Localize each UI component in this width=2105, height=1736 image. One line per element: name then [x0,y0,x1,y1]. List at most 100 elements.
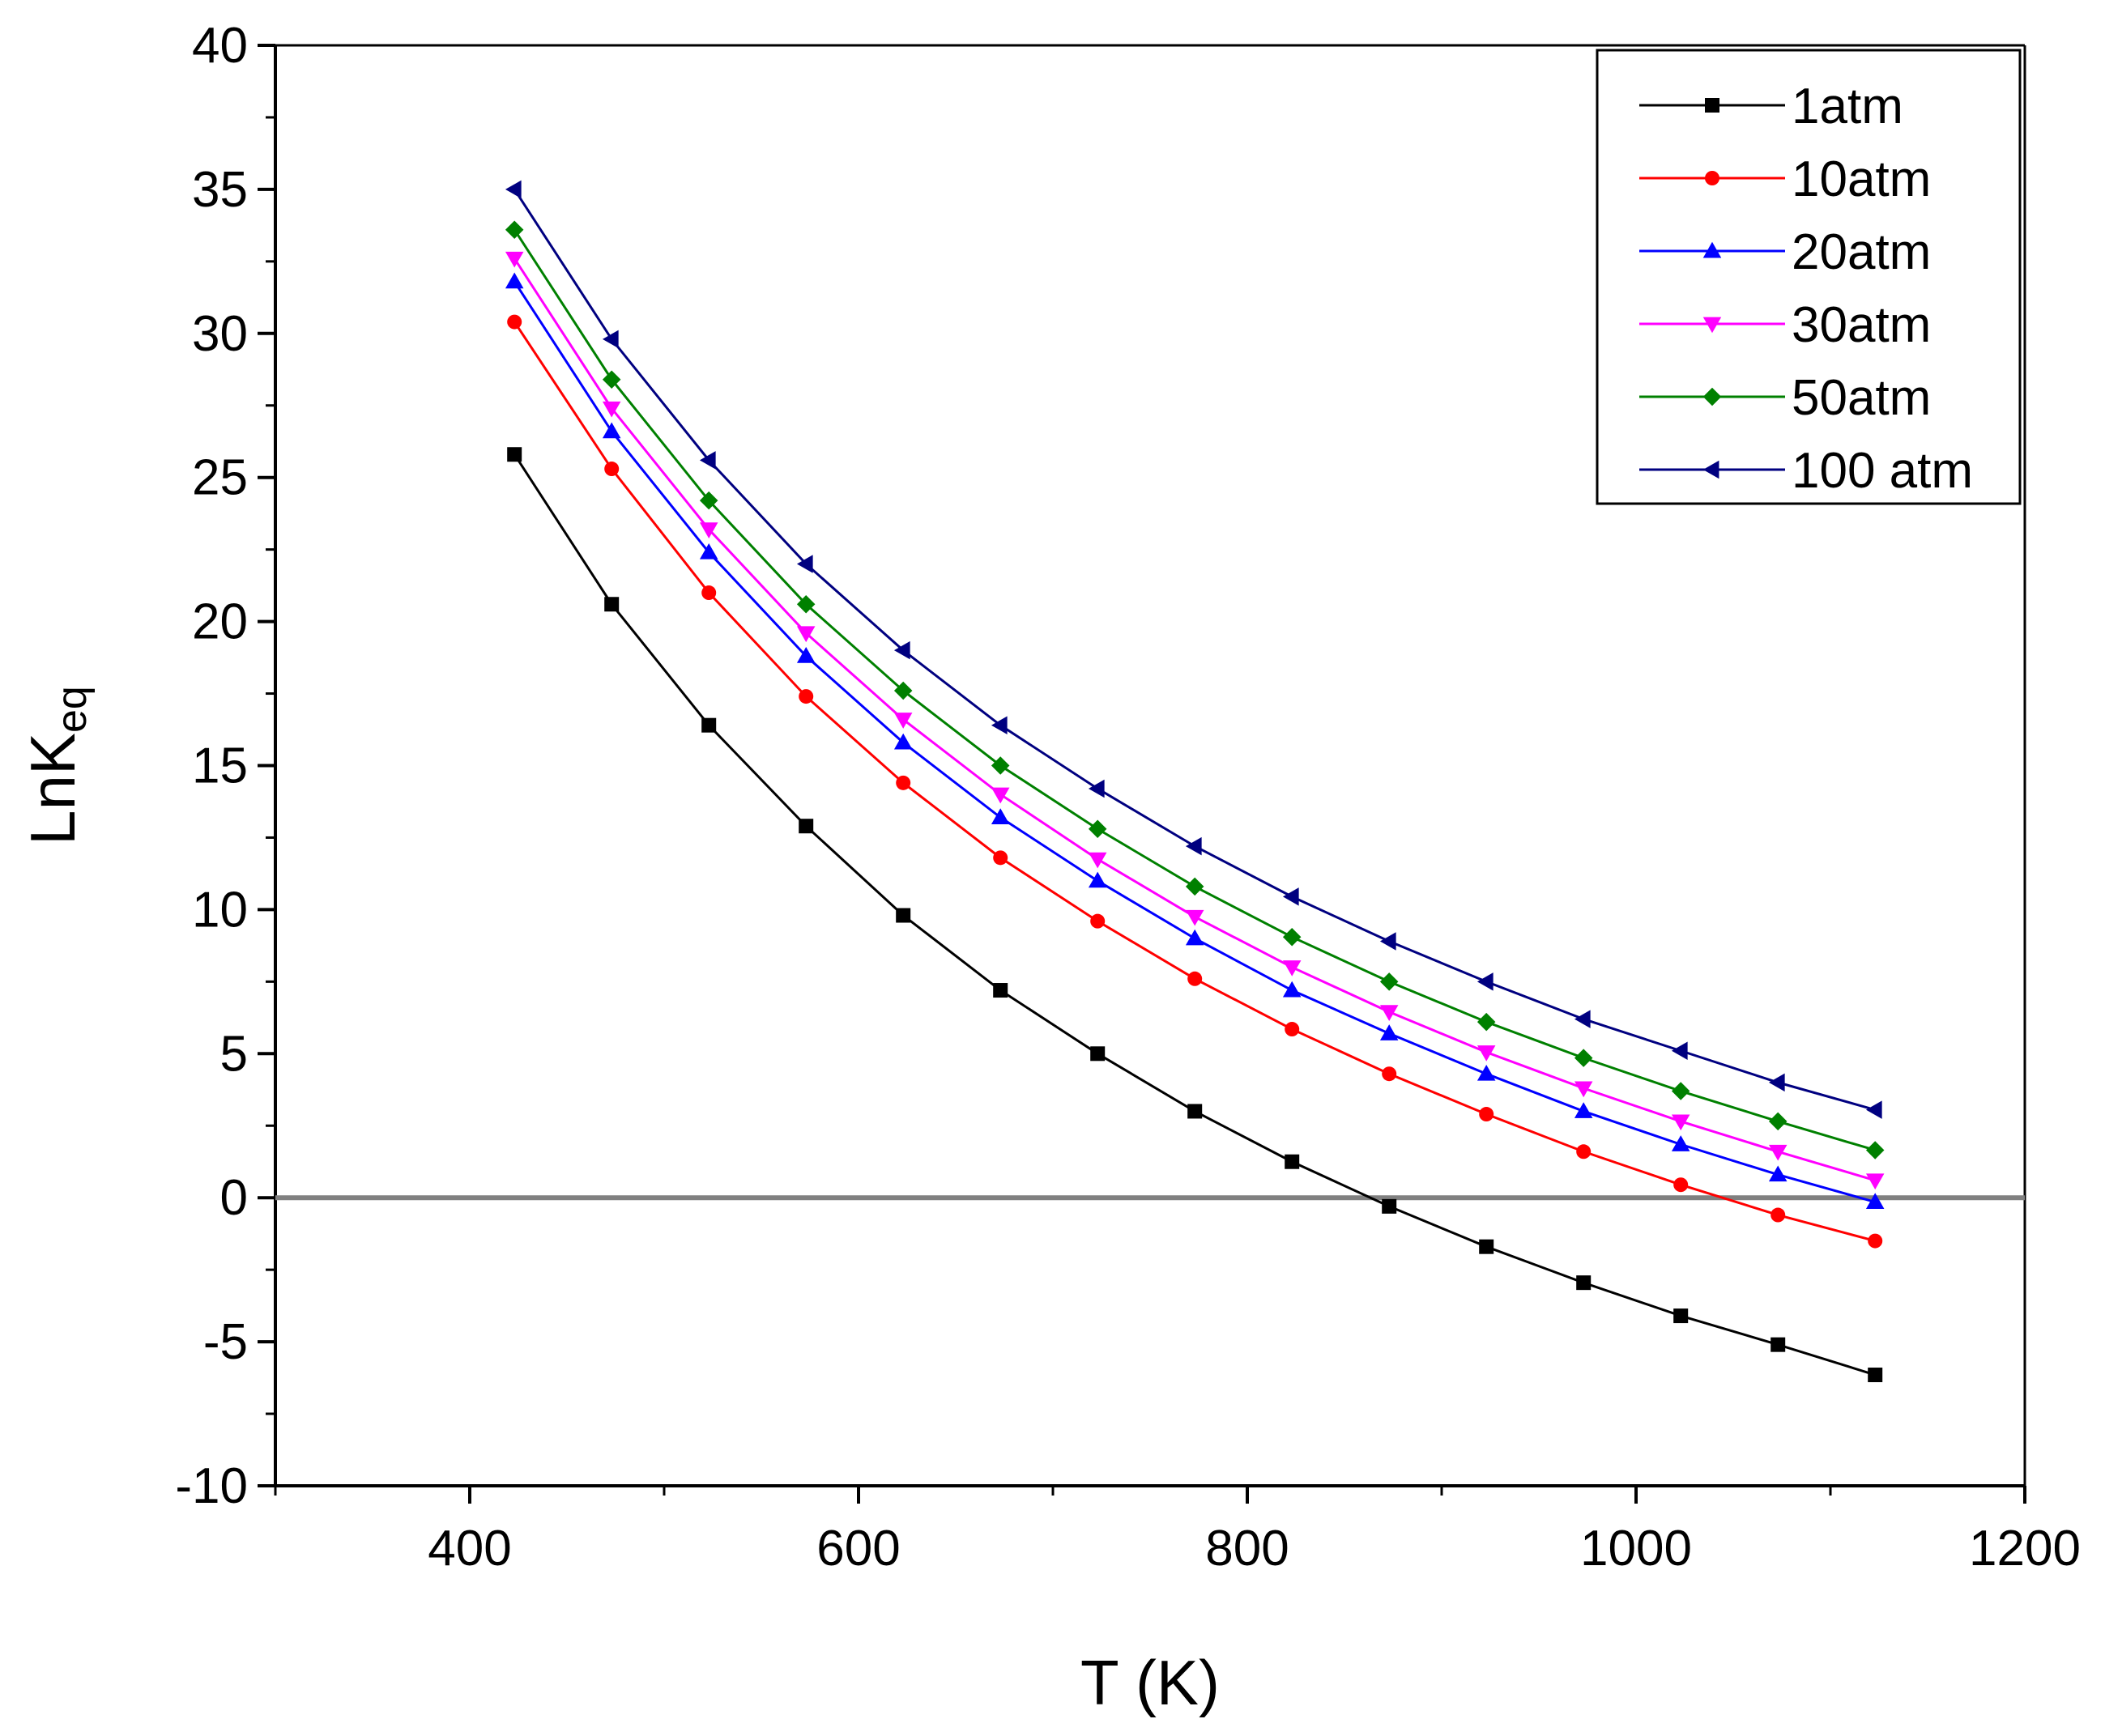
data-point [1379,932,1396,951]
data-point [1865,1173,1885,1190]
legend-box [1596,49,2022,505]
data-point [699,522,718,538]
data-point [1379,972,1399,991]
data-point [1476,972,1494,991]
legend-label: 30atm [1792,297,1931,353]
data-point [1282,927,1302,947]
data-point [1576,1275,1592,1291]
data-point [1090,1046,1106,1062]
data-point [604,597,620,612]
data-point [1868,1233,1883,1249]
data-point [1865,1193,1885,1209]
data-point [699,542,718,560]
data-point [1382,1066,1397,1082]
y-tick-label: -10 [175,1458,248,1514]
data-point [799,819,814,834]
data-point [896,908,911,923]
x-tick-label: 400 [428,1521,511,1576]
legend: 1atm 10atm 20atm 30atm 50atm 100 atm [1596,49,2022,505]
data-point [1574,1049,1593,1067]
data-point [604,462,620,477]
legend-item: 20atm [1639,224,1931,280]
x-axis-title: T (K) [1080,1647,1220,1718]
data-point [1671,1041,1688,1060]
data-point [505,251,524,268]
data-point [1768,1112,1788,1131]
data-point [1574,1010,1591,1028]
y-tick-label: 5 [220,1026,248,1082]
series-10atm [507,314,1883,1249]
data-point [505,180,522,199]
y-tick-label: 0 [220,1170,248,1226]
data-point [699,451,716,470]
legend-swatch-marker [1705,171,1719,185]
series-group [505,180,1885,1383]
data-point [1865,1100,1882,1119]
y-tick-label: 40 [192,18,248,74]
legend-label: 10atm [1792,151,1931,207]
data-point [1671,1082,1690,1100]
data-point [1671,1114,1690,1131]
data-point [1476,1045,1496,1062]
data-point [1771,1207,1786,1223]
y-tick-label: 30 [192,306,248,362]
data-point [1185,877,1204,896]
data-point [1285,1154,1300,1169]
legend-item: 50atm [1639,370,1931,426]
x-tick-label: 600 [816,1521,900,1576]
series-50atm [505,220,1885,1159]
data-point [1479,1107,1494,1122]
data-point [1185,909,1204,926]
data-point [1088,871,1107,888]
data-point [1185,929,1204,946]
data-point [1574,1102,1593,1118]
legend-swatch-marker [1702,317,1722,334]
data-point [1771,1337,1786,1352]
legend-item: 30atm [1639,297,1931,353]
data-point [602,422,621,439]
data-point [1379,1024,1399,1040]
data-point [507,447,522,462]
data-point [796,626,816,643]
legend-label: 50atm [1792,370,1931,426]
x-tick-label: 1000 [1580,1521,1692,1576]
data-point [991,808,1010,824]
legend-label: 100 atm [1792,443,1973,499]
data-point [701,717,717,733]
data-point [796,555,813,573]
legend-item: 1atm [1639,79,1903,134]
legend-swatch-marker [1702,387,1722,406]
data-point [993,850,1008,866]
data-point [893,733,913,750]
y-axis-title-base: LnK [17,733,88,845]
data-point [1282,960,1302,976]
data-point [1088,852,1107,869]
legend-label: 20atm [1792,224,1931,280]
data-point [1476,1012,1496,1032]
y-tick-label: 10 [192,882,248,938]
x-tick-label: 800 [1205,1521,1289,1576]
data-point [1673,1177,1689,1193]
data-point [1382,1198,1397,1214]
data-point [1574,1081,1593,1098]
y-tick-label: -5 [203,1314,248,1370]
legend-item: 10atm [1639,151,1931,207]
x-tick-label: 1200 [1969,1521,2081,1576]
legend-swatch-marker [1705,98,1719,113]
data-point [896,775,911,790]
data-point [1576,1144,1592,1159]
data-point [991,716,1008,734]
y-tick-label: 25 [192,450,248,506]
data-point [1187,971,1203,986]
data-point [796,647,816,663]
data-point [1671,1135,1690,1151]
data-point [1282,887,1299,906]
data-point [1673,1308,1689,1324]
data-point [991,787,1010,804]
data-point [1185,836,1202,856]
y-tick-label: 15 [192,738,248,794]
data-point [1768,1073,1785,1092]
y-tick-label: 35 [192,162,248,218]
data-point [507,314,522,330]
